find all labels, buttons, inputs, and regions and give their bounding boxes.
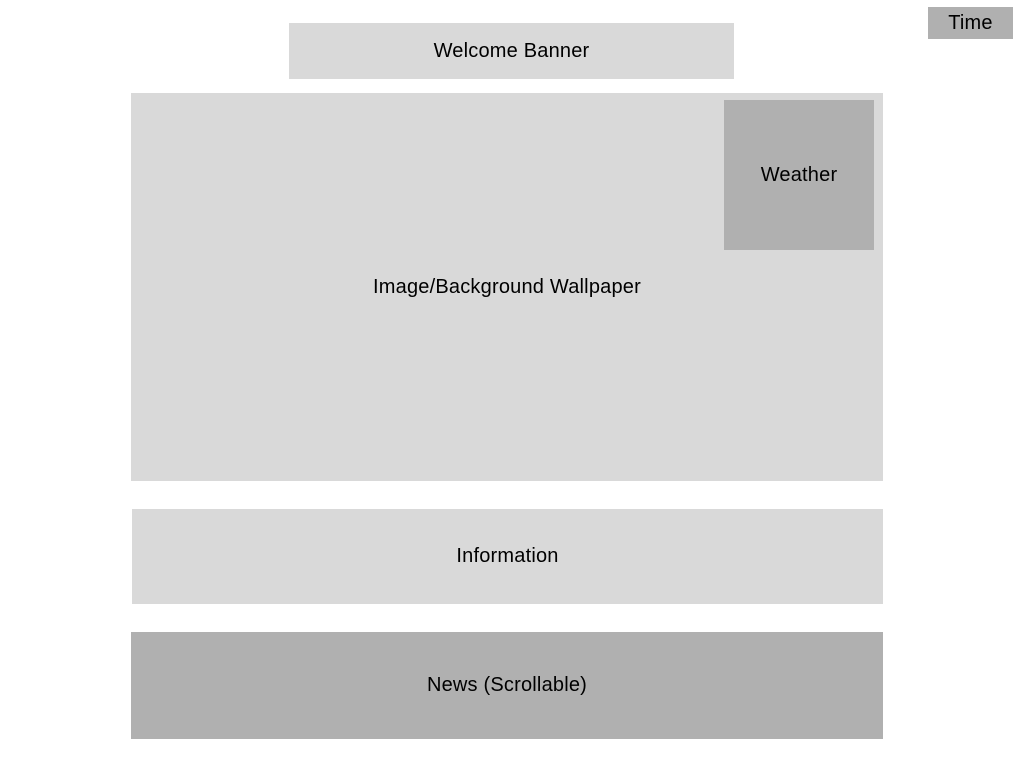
weather-widget: Weather: [724, 100, 874, 250]
time-widget: Time: [928, 7, 1013, 39]
news-panel[interactable]: News (Scrollable): [131, 632, 883, 739]
news-label: News (Scrollable): [426, 674, 588, 696]
wallpaper-label: Image/Background Wallpaper: [373, 275, 641, 298]
time-label: Time: [948, 11, 993, 34]
welcome-banner-label: Welcome Banner: [433, 39, 590, 62]
weather-label: Weather: [760, 163, 838, 186]
information-label: Information: [456, 545, 559, 567]
information-panel: Information: [132, 509, 883, 604]
welcome-banner: Welcome Banner: [289, 23, 734, 79]
